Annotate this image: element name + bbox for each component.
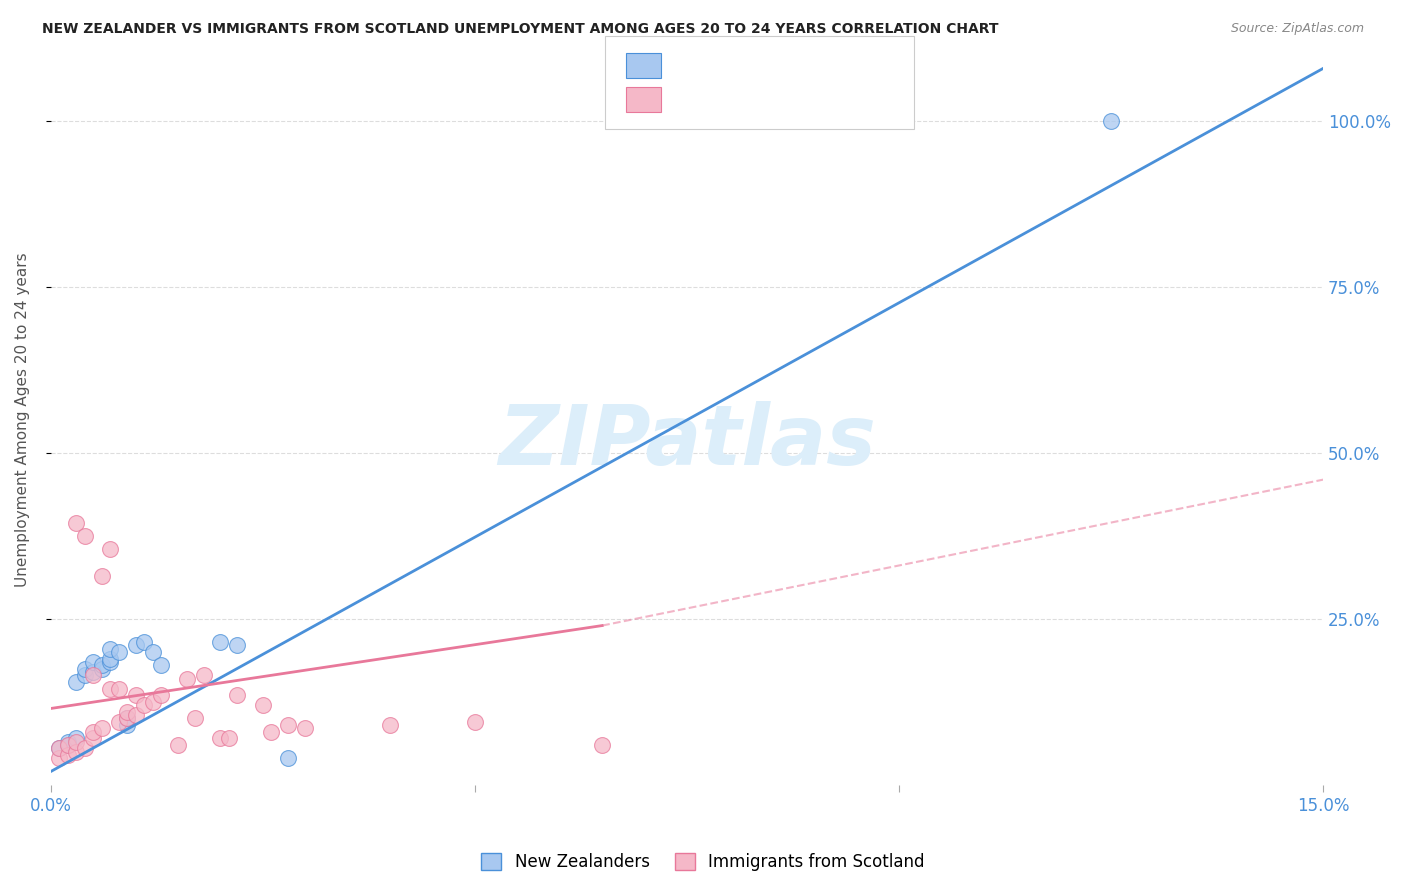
Point — [115, 711, 138, 725]
Point — [65, 745, 87, 759]
Point — [124, 639, 146, 653]
Point — [260, 724, 283, 739]
Point — [134, 635, 156, 649]
Text: R =: R = — [666, 56, 703, 74]
Point — [142, 695, 165, 709]
Text: N =: N = — [749, 90, 786, 108]
Point — [184, 711, 207, 725]
Point — [90, 662, 112, 676]
Point — [56, 738, 79, 752]
Point — [277, 751, 299, 765]
Text: Source: ZipAtlas.com: Source: ZipAtlas.com — [1230, 22, 1364, 36]
Point — [115, 711, 138, 725]
Point — [150, 688, 173, 702]
Point — [90, 658, 112, 673]
Point — [56, 734, 79, 748]
Point — [73, 529, 96, 543]
Legend: New Zealanders, Immigrants from Scotland: New Zealanders, Immigrants from Scotland — [472, 845, 934, 880]
Point — [142, 645, 165, 659]
Text: 0.178: 0.178 — [692, 90, 744, 108]
Point — [209, 635, 232, 649]
Point — [294, 722, 316, 736]
Point — [124, 708, 146, 723]
Point — [65, 675, 87, 690]
Text: 25: 25 — [773, 56, 796, 74]
Point — [65, 516, 87, 530]
Point — [150, 658, 173, 673]
Point — [82, 665, 104, 679]
Point — [65, 731, 87, 746]
Point — [591, 738, 613, 752]
Point — [90, 722, 112, 736]
Point — [98, 651, 121, 665]
Point — [277, 718, 299, 732]
Point — [98, 542, 121, 557]
Point — [124, 688, 146, 702]
Point — [252, 698, 274, 713]
Point — [107, 681, 129, 696]
Point — [176, 672, 198, 686]
Point — [226, 639, 249, 653]
Point — [378, 718, 401, 732]
Point — [98, 655, 121, 669]
Point — [82, 655, 104, 669]
Point — [193, 668, 215, 682]
Point — [82, 724, 104, 739]
Point — [98, 641, 121, 656]
Text: N =: N = — [749, 56, 786, 74]
Point — [48, 741, 70, 756]
Point — [107, 714, 129, 729]
Point — [167, 738, 190, 752]
Y-axis label: Unemployment Among Ages 20 to 24 years: Unemployment Among Ages 20 to 24 years — [15, 252, 30, 587]
Point — [107, 645, 129, 659]
Text: NEW ZEALANDER VS IMMIGRANTS FROM SCOTLAND UNEMPLOYMENT AMONG AGES 20 TO 24 YEARS: NEW ZEALANDER VS IMMIGRANTS FROM SCOTLAN… — [42, 22, 998, 37]
Point — [209, 731, 232, 746]
Point — [226, 688, 249, 702]
Point — [1099, 114, 1122, 128]
Point — [48, 741, 70, 756]
Point — [73, 662, 96, 676]
Point — [82, 668, 104, 682]
Point — [98, 681, 121, 696]
Point — [56, 738, 79, 752]
Point — [90, 569, 112, 583]
Point — [464, 714, 486, 729]
Text: 0.899: 0.899 — [692, 56, 744, 74]
Point — [56, 747, 79, 762]
Point — [218, 731, 240, 746]
Point — [82, 731, 104, 746]
Text: R =: R = — [666, 90, 707, 108]
Point — [73, 668, 96, 682]
Point — [65, 734, 87, 748]
Point — [115, 718, 138, 732]
Point — [115, 705, 138, 719]
Point — [48, 751, 70, 765]
Text: ZIPatlas: ZIPatlas — [498, 401, 876, 483]
Point — [73, 741, 96, 756]
Text: 39: 39 — [773, 90, 797, 108]
Point — [134, 698, 156, 713]
